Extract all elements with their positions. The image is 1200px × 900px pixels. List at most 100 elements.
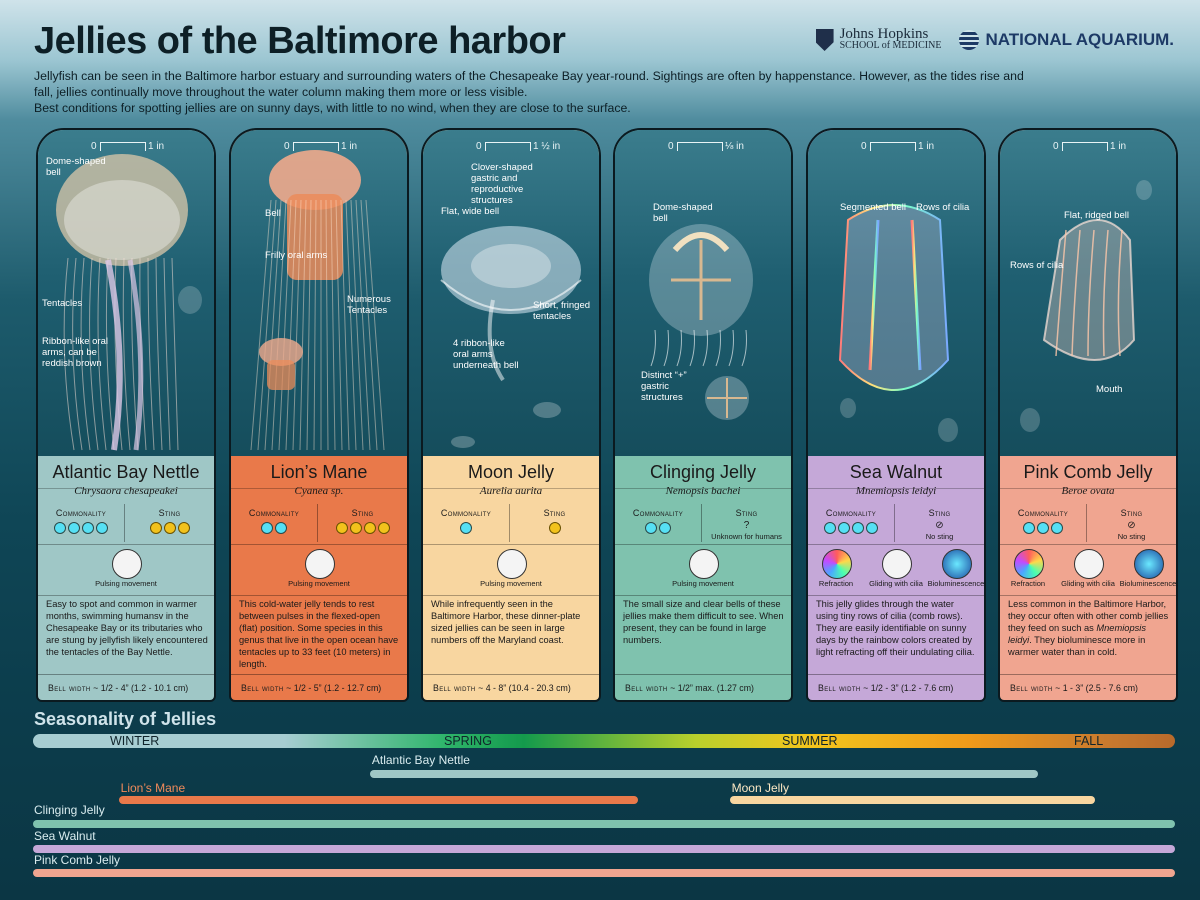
commonality-label: Commonality: [1017, 508, 1069, 518]
commonality-dots: [38, 522, 124, 534]
sting-label: Sting: [735, 508, 758, 518]
rating-row: Commonality Sting ⊘ No sting: [808, 504, 984, 542]
common-name: Moon Jelly: [423, 456, 599, 489]
season-bar: [33, 820, 1175, 828]
bell-width-label: Bell width: [433, 683, 476, 693]
jelly-card: 0 1 in Dome-shaped bell Tentacles Ribbon-lik…: [36, 128, 216, 702]
gliding-cilia-icon: [1074, 549, 1104, 579]
bell-width: Bell width ~ 1/2” max. (1.27 cm): [615, 674, 791, 700]
commonality-dots: [231, 522, 317, 534]
sting-dot: [363, 522, 376, 534]
shield-icon: [815, 29, 834, 51]
commonality-dot: [82, 522, 94, 534]
bell-width: Bell width ~ 1/2 - 3” (1.2 - 7.6 cm): [808, 674, 984, 700]
info-panel: Pink Comb Jelly Beroe ovata Commonality Sti…: [1000, 456, 1176, 700]
refraction-icon: [1014, 549, 1044, 579]
sting-dots: [318, 522, 407, 534]
description: While infrequently seen in the Baltimore…: [431, 599, 581, 645]
bioluminescence-caption: Bioluminescence: [927, 579, 985, 588]
rating-row: Commonality Sting: [423, 504, 599, 542]
scale-line: [293, 142, 339, 151]
pulsing-icon: [112, 549, 142, 579]
commonality-dot: [68, 522, 80, 534]
anatomy-label: Mouth: [1096, 384, 1123, 395]
bell-width-label: Bell width: [625, 683, 668, 693]
scale-unit: 1 in: [1110, 141, 1127, 152]
scale-zero: 0: [91, 141, 97, 152]
scale-zero: 0: [1053, 141, 1059, 152]
anatomy-label: Dome-shaped bell: [46, 156, 106, 178]
commonality-dots: [1000, 522, 1086, 534]
commonality-dot: [659, 522, 671, 534]
scale-unit: 1 ½ in: [533, 141, 561, 152]
sting-dot: [335, 522, 348, 534]
na-name: NATIONAL AQUARIUM.: [985, 30, 1174, 49]
bell-width-value: ~ 1/2 - 3” (1.2 - 7.6 cm): [863, 683, 954, 693]
rating-row: Commonality Sting: [38, 504, 214, 542]
pulsing-caption: Pulsing movement: [672, 579, 734, 588]
commonality-dot: [54, 522, 66, 534]
season-bar-label: Moon Jelly: [731, 781, 789, 795]
info-panel: Sea Walnut Mnemiopsis leidyi Commonality St…: [808, 456, 984, 700]
bell-width-label: Bell width: [818, 683, 861, 693]
commonality-dots: [423, 522, 509, 534]
sting-symbol-icon: ⊘: [1127, 520, 1136, 531]
johns-hopkins-logo: Johns Hopkins SCHOOL of MEDICINE: [815, 26, 941, 52]
scientific-name: Aurelia aurita: [479, 485, 543, 497]
gliding-cilia-caption: Gliding with cilia: [1061, 579, 1115, 588]
description: This jelly glides through the water usin…: [816, 599, 975, 657]
logos: Johns Hopkins SCHOOL of MEDICINE NATIONA…: [815, 26, 1174, 52]
bell-width-value: ~ 4 - 8” (10.4 - 20.3 cm): [478, 683, 571, 693]
gliding-cilia-caption: Gliding with cilia: [869, 579, 923, 588]
jelly-illustration: 0 1 in Bell Frilly oral arms Numerous Tentac…: [231, 130, 407, 456]
anatomy-label: Rows of cilia: [1010, 260, 1064, 271]
jh-name: Johns Hopkins: [839, 26, 929, 42]
commonality-dot: [1023, 522, 1035, 534]
commonality-dots: [615, 522, 701, 534]
anatomy-label: Tentacles: [42, 298, 83, 309]
commonality-dot: [460, 522, 472, 534]
common-name: Atlantic Bay Nettle: [38, 456, 214, 489]
sting-label: Sting: [543, 508, 566, 518]
pulsing-caption: Pulsing movement: [95, 579, 157, 588]
bell-width-label: Bell width: [48, 683, 91, 693]
jelly-card: 0 1 in Flat, ridged bell Rows of cilia Mouth…: [998, 128, 1178, 702]
bell-width-value: ~ 1/2 - 4” (1.2 - 10.1 cm): [93, 683, 189, 693]
seasonality-title: Seasonality of Jellies: [34, 709, 217, 729]
scale-zero: 0: [476, 141, 482, 152]
behavior-icons: Refraction Gliding with cilia Bioluminesce…: [1000, 544, 1176, 596]
description-part: Mnemiopsis leidyi: [1008, 623, 1146, 645]
scale-line: [870, 142, 916, 151]
commonality-dot: [838, 522, 850, 534]
season-winter: WINTER: [110, 734, 160, 748]
commonality-dot: [866, 522, 878, 534]
pulsing-icon: [305, 549, 335, 579]
page-title: Jellies of the Baltimore harbor: [34, 20, 566, 62]
sting-label: Sting: [1120, 508, 1143, 518]
season-gradient-bar: [33, 734, 1175, 748]
season-bar: [118, 796, 639, 804]
season-bar-label: Pink Comb Jelly: [34, 853, 121, 867]
pulsing-caption: Pulsing movement: [288, 579, 350, 588]
gliding-cilia-icon: [882, 549, 912, 579]
sting-dot: [349, 522, 362, 534]
anatomy-label: 4 ribbon-like oral arms underneath bell: [453, 338, 519, 371]
intro-paragraph-2: Best conditions for spotting jellies are…: [34, 101, 631, 115]
sting-symbol-icon: ?: [743, 520, 750, 531]
commonality-dots: [808, 522, 894, 534]
scale-zero: 0: [668, 141, 674, 152]
common-name: Pink Comb Jelly: [1000, 456, 1176, 489]
scientific-name: Chrysaora chesapeakei: [74, 485, 178, 497]
behavior-icons: Refraction Gliding with cilia Bioluminesce…: [808, 544, 984, 596]
common-name: Lion’s Mane: [231, 456, 407, 489]
common-name: Sea Walnut: [808, 456, 984, 489]
sting-label: Sting: [928, 508, 951, 518]
national-aquarium-logo: NATIONAL AQUARIUM.: [959, 30, 1174, 50]
jelly-illustration: 0 1 in Segmented bell Rows of cilia: [808, 130, 984, 456]
description-part: . They bioluminesce more in warmer water…: [1008, 635, 1146, 657]
commonality-label: Commonality: [825, 508, 877, 518]
commonality-dot: [1051, 522, 1063, 534]
commonality-dot: [824, 522, 836, 534]
intro-paragraph-1: Jellyfish can be seen in the Baltimore h…: [34, 69, 1024, 99]
info-panel: Atlantic Bay Nettle Chrysaora chesapeakei…: [38, 456, 214, 700]
